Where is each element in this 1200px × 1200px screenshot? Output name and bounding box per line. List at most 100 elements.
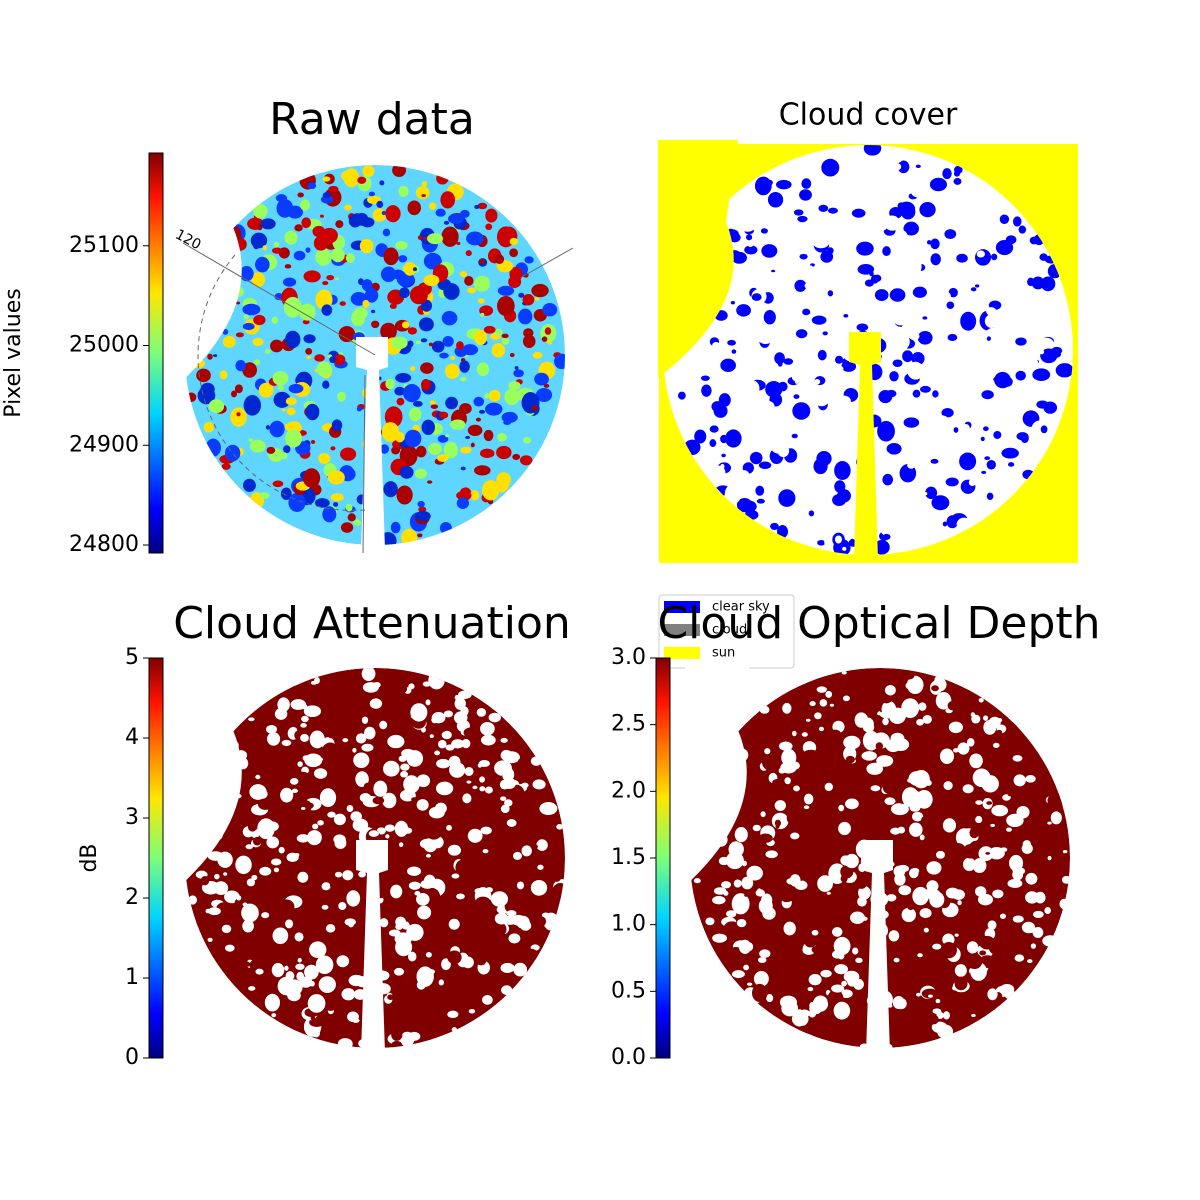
sky-blob [229, 880, 236, 885]
sky-blob [776, 343, 786, 352]
colorbar-tick-label: 0 [125, 1045, 139, 1070]
sky-blob [222, 336, 236, 348]
sky-blob [907, 361, 925, 380]
sky-blob [799, 1009, 810, 1018]
sky-blob [383, 760, 400, 777]
sky-blob [465, 250, 472, 257]
sky-blob [1015, 337, 1027, 346]
sky-blob [893, 689, 908, 703]
sky-blob [445, 396, 458, 410]
sky-blob [435, 208, 446, 217]
sky-blob [862, 312, 870, 319]
azimuth-line [519, 247, 574, 279]
sky-blob [315, 248, 332, 266]
sky-blob [882, 781, 897, 795]
sky-blob [531, 283, 549, 298]
sky-blob [342, 870, 354, 881]
sky-blob [1059, 898, 1069, 910]
sky-blob [470, 489, 480, 501]
sky-blob [800, 971, 805, 976]
sky-blob [417, 533, 423, 538]
sky-blob [952, 324, 964, 332]
sky-blob [285, 397, 297, 406]
sky-blob [756, 498, 765, 504]
sky-blob [243, 314, 250, 320]
sky-blob [712, 933, 728, 943]
sky-blob [788, 802, 800, 810]
sky-blob [403, 775, 420, 794]
sky-blob [535, 852, 550, 864]
sky-blob [975, 815, 983, 824]
colorbar-tick-label: 25000 [69, 333, 139, 358]
sky-blob [996, 729, 1003, 735]
sky-blob [330, 493, 344, 502]
sky-blob [213, 881, 229, 895]
sky-blob [470, 442, 475, 448]
sky-blob [355, 771, 369, 787]
sky-blob [307, 994, 326, 1013]
sky-blob [235, 360, 247, 372]
sky-blob [1003, 202, 1015, 213]
sky-blob [890, 803, 909, 816]
sky-blob [252, 836, 262, 846]
sky-blob [721, 881, 732, 889]
sky-blob [296, 751, 303, 758]
sky-blob [399, 465, 414, 479]
sky-blob [445, 434, 450, 438]
sky-blob [518, 292, 525, 298]
sky-blob [383, 247, 399, 266]
sky-blob [1013, 893, 1020, 900]
sky-blob [305, 348, 313, 355]
sky-blob [368, 830, 379, 837]
sky-blob [974, 284, 980, 288]
sky-blob [406, 750, 424, 767]
sky-blob [326, 274, 335, 281]
sky-blob [556, 823, 564, 830]
sky-blob [688, 353, 705, 373]
sky-blob [975, 800, 983, 805]
sky-blob [1007, 878, 1023, 889]
sky-blob [843, 314, 849, 318]
sky-blob [864, 221, 871, 227]
sky-blob [353, 519, 362, 526]
sky-blob [778, 741, 793, 751]
sky-blob [893, 865, 906, 878]
sky-blob [681, 381, 695, 394]
sky-blob [818, 726, 825, 732]
sky-blob [447, 1010, 459, 1019]
sky-blob [305, 247, 311, 253]
sky-blob [919, 201, 936, 218]
sky-blob [299, 976, 313, 988]
sky-blob [931, 685, 939, 692]
sky-blob [224, 444, 241, 462]
sky-blob [730, 301, 735, 305]
sky-blob [530, 879, 548, 896]
sky-blob [1051, 346, 1063, 355]
sky-blob [720, 464, 725, 470]
sky-blob [316, 361, 332, 377]
sky-blob [480, 734, 496, 746]
sky-blob [231, 943, 245, 957]
sky-blob [834, 964, 849, 975]
sky-blob [942, 818, 957, 833]
sky-blob [962, 857, 976, 872]
sky-blob [841, 253, 857, 272]
sky-blob [744, 245, 758, 255]
sky-blob [873, 539, 890, 555]
sky-blob [531, 405, 538, 411]
sky-blob [1005, 235, 1017, 245]
sky-blob [395, 241, 408, 250]
sky-blob [537, 864, 544, 870]
sky-blob [969, 753, 983, 769]
sky-blob [444, 695, 457, 706]
sky-blob [305, 403, 320, 421]
sky-blob [954, 933, 959, 937]
sky-blob [327, 811, 336, 818]
sky-blob [230, 407, 247, 427]
sky-blob [284, 965, 289, 971]
sky-blob [841, 361, 857, 372]
sky-blob [474, 329, 488, 346]
sky-blob [871, 232, 885, 243]
sky-blob [1031, 276, 1045, 290]
sky-blob [819, 914, 836, 928]
